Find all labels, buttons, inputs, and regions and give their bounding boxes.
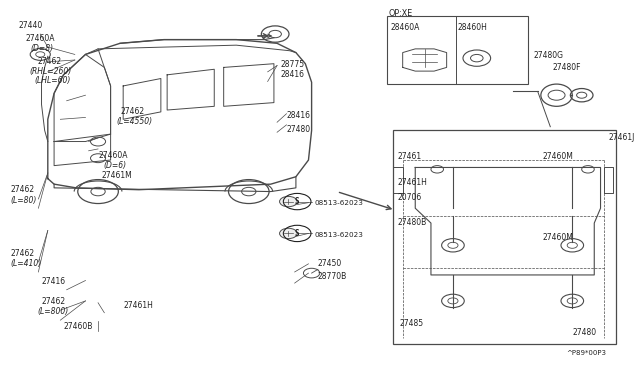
Text: 27480F: 27480F [552,63,580,72]
Text: 27460A: 27460A [26,34,55,43]
Text: 28416: 28416 [287,111,310,120]
Bar [387,16,528,84]
Text: (RHL=260): (RHL=260) [29,67,71,76]
Text: 28460A: 28460A [390,23,419,32]
Text: 27416: 27416 [42,277,66,286]
Circle shape [280,228,297,238]
Text: 27450: 27450 [318,259,342,268]
Text: 27460B: 27460B [63,322,93,331]
Text: 28770B: 28770B [318,272,347,280]
Text: 27461M: 27461M [101,171,132,180]
Text: 27480G: 27480G [533,51,563,60]
Text: 27461J: 27461J [609,133,635,142]
Text: 27485: 27485 [399,318,424,328]
Text: 27480: 27480 [287,125,310,134]
Text: (L=800): (L=800) [37,307,68,317]
Text: 27462: 27462 [10,249,35,258]
Bar [393,131,616,343]
Text: 27460M: 27460M [542,232,573,241]
Text: (LHL=60): (LHL=60) [34,76,70,85]
Text: 27460A: 27460A [98,151,127,160]
Circle shape [280,196,297,207]
Text: 27480: 27480 [572,328,596,337]
Text: S: S [295,197,300,206]
Text: 08513-62023: 08513-62023 [315,201,364,206]
Text: 27440: 27440 [19,21,42,31]
Text: (L=80): (L=80) [10,196,36,205]
Text: 27462: 27462 [42,298,66,307]
Text: 27461H: 27461H [397,178,428,187]
Text: 28416: 28416 [280,70,304,79]
Text: S: S [295,229,300,238]
Text: ^P89*00P3: ^P89*00P3 [566,350,606,356]
Text: 28775: 28775 [280,60,305,69]
Text: 08513-62023: 08513-62023 [315,232,364,238]
Text: OP:XE: OP:XE [389,9,413,19]
Text: 27462: 27462 [120,107,144,116]
Text: (D=8): (D=8) [31,44,54,53]
Text: 27462: 27462 [10,185,35,194]
Text: 20706: 20706 [397,193,422,202]
Text: 27462: 27462 [37,57,61,65]
Text: (L=4550): (L=4550) [117,116,153,126]
Text: (L=410): (L=410) [10,259,42,268]
Text: 27460M: 27460M [542,152,573,161]
Text: (D=6): (D=6) [103,161,126,170]
Text: 27461: 27461 [397,152,422,161]
Text: 28460H: 28460H [458,23,488,32]
Text: 27461H: 27461H [123,301,153,310]
Text: 27480B: 27480B [397,218,427,227]
